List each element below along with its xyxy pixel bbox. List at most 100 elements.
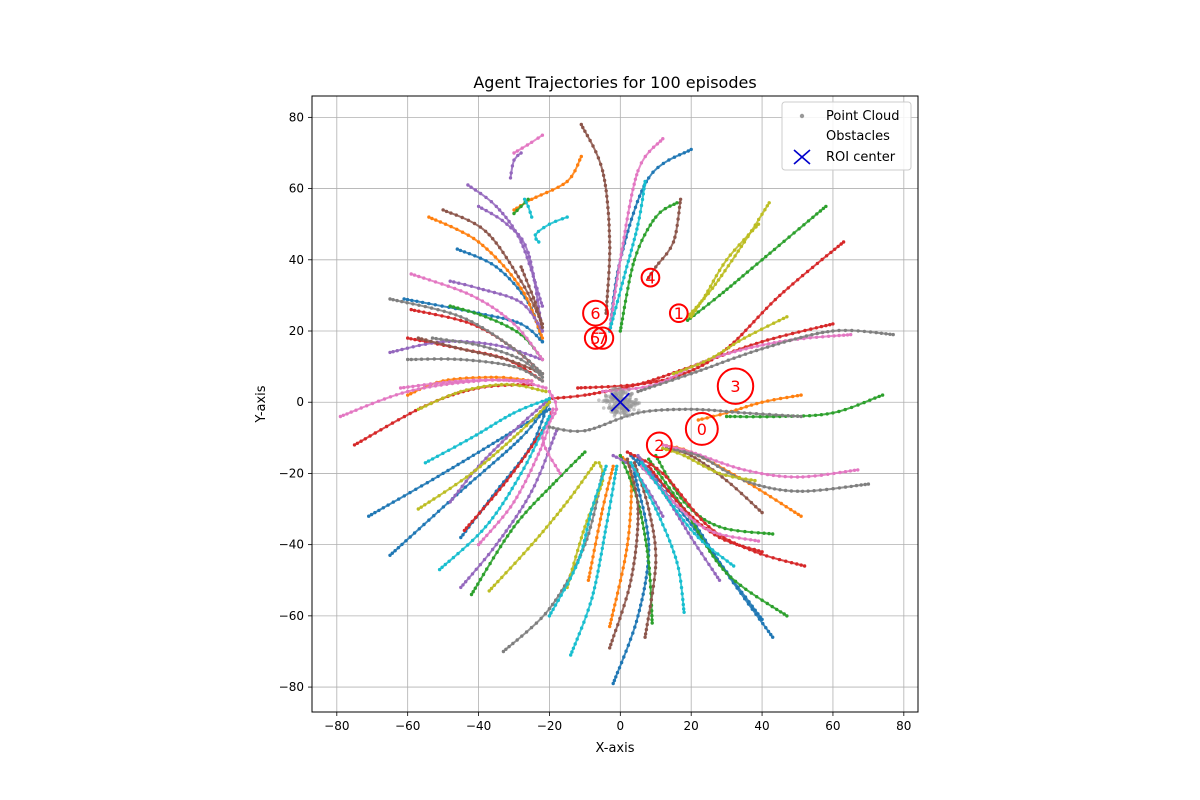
trajectory-point: [473, 477, 477, 481]
trajectory-point: [610, 638, 614, 643]
trajectory-point: [443, 562, 447, 567]
trajectory-point: [483, 341, 487, 346]
trajectory-point: [533, 419, 537, 424]
trajectory-point: [492, 290, 497, 295]
trajectory-point: [483, 525, 488, 529]
trajectory-point: [778, 335, 782, 339]
trajectory-point: [814, 326, 819, 330]
trajectory-point: [732, 564, 736, 568]
trajectory-point: [540, 329, 545, 333]
trajectory-point: [476, 240, 481, 244]
trajectory-point: [519, 300, 523, 305]
trajectory-point: [638, 510, 643, 514]
trajectory-point: [645, 489, 649, 494]
trajectory-point: [652, 535, 656, 539]
trajectory-point: [799, 393, 803, 397]
trajectory-point: [547, 414, 552, 419]
trajectory-point: [651, 529, 655, 533]
trajectory-point: [760, 400, 764, 404]
trajectory-point: [699, 517, 703, 521]
trajectory-point: [520, 268, 525, 272]
trajectory-point: [459, 389, 463, 394]
trajectory-point: [757, 508, 761, 512]
trajectory-point: [684, 512, 688, 516]
trajectory-point: [651, 584, 656, 588]
trajectory-point: [545, 190, 549, 195]
trajectory-point: [525, 297, 529, 301]
trajectory-point: [710, 461, 715, 465]
trajectory-point: [500, 344, 504, 349]
trajectory-point: [647, 560, 651, 565]
trajectory-point: [420, 300, 425, 305]
trajectory-point: [494, 542, 498, 547]
trajectory-point: [606, 206, 610, 210]
trajectory-point: [572, 490, 577, 494]
trajectory-point: [461, 307, 465, 312]
trajectory-point: [750, 530, 754, 534]
trajectory-point: [731, 535, 735, 539]
trajectory-point: [859, 483, 863, 487]
trajectory-point: [618, 616, 622, 621]
trajectory-point: [636, 169, 640, 173]
trajectory-point: [583, 525, 587, 529]
trajectory-point: [710, 567, 714, 571]
trajectory-point: [402, 414, 407, 419]
trajectory-point: [654, 215, 658, 219]
trajectory-point: [768, 495, 773, 499]
trajectory-point: [710, 364, 714, 369]
trajectory-point: [521, 331, 525, 335]
trajectory-point: [500, 575, 504, 580]
trajectory-point: [527, 284, 531, 288]
trajectory-point: [636, 382, 640, 387]
trajectory-point: [614, 628, 618, 633]
trajectory-point: [708, 549, 712, 553]
trajectory-point: [741, 544, 745, 549]
trajectory-point: [652, 384, 657, 388]
trajectory-point: [440, 565, 444, 569]
trajectory-point: [753, 538, 757, 543]
trajectory-point: [681, 602, 685, 607]
trajectory-point: [588, 571, 592, 575]
trajectory: [459, 429, 559, 590]
trajectory-point: [877, 394, 881, 399]
trajectory-point: [766, 324, 770, 328]
point-cloud-point: [604, 393, 608, 398]
trajectory-point: [405, 297, 410, 302]
trajectory-point: [478, 464, 482, 469]
trajectory-point: [856, 468, 860, 472]
trajectory-point: [767, 486, 772, 490]
trajectory-point: [456, 306, 460, 310]
trajectory-point: [505, 268, 510, 272]
trajectory-point: [531, 296, 536, 300]
trajectory-point: [522, 291, 526, 295]
trajectory-point: [488, 353, 492, 357]
trajectory-point: [610, 467, 615, 472]
trajectory-point: [545, 525, 549, 529]
y-tick-label: 40: [289, 253, 304, 267]
trajectory-point: [537, 312, 541, 317]
trajectory-point: [528, 310, 533, 314]
trajectory-point: [729, 284, 733, 288]
trajectory-point: [636, 512, 640, 516]
trajectory-point: [584, 533, 588, 537]
trajectory-point: [504, 436, 508, 440]
trajectory-point: [726, 264, 731, 268]
trajectory-point: [476, 204, 481, 209]
trajectory-point: [688, 312, 692, 316]
trajectory-point: [697, 458, 701, 463]
obstacle-label: 4: [645, 269, 655, 288]
trajectory-point: [721, 556, 725, 560]
trajectory-point: [579, 122, 583, 127]
trajectory-point: [528, 454, 532, 459]
trajectory-point: [636, 488, 641, 492]
trajectory-point: [679, 493, 683, 497]
trajectory-point: [799, 563, 803, 567]
trajectory-point: [760, 347, 764, 351]
trajectory-point: [481, 506, 486, 511]
trajectory-point: [636, 389, 640, 394]
trajectory-point: [406, 385, 410, 389]
trajectory-point: [508, 176, 513, 180]
trajectory-point: [490, 378, 494, 382]
trajectory-point: [689, 535, 693, 540]
trajectory-point: [649, 518, 653, 522]
